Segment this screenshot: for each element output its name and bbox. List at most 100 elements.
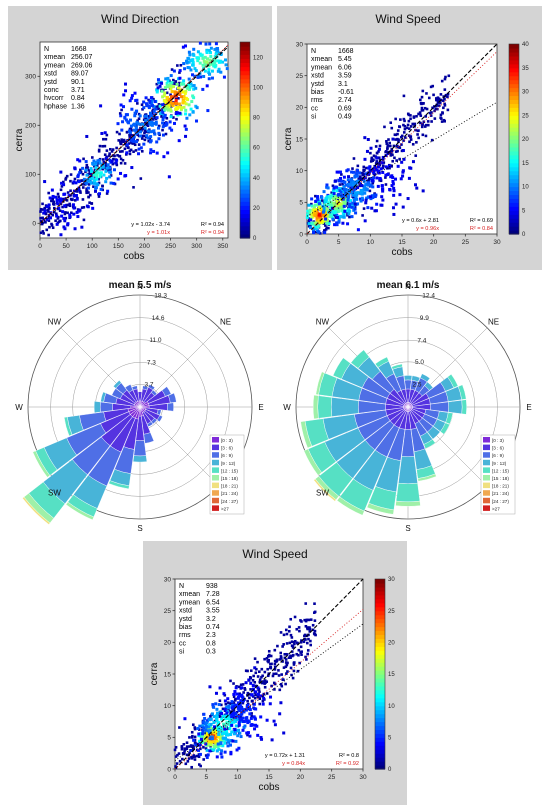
scatter-point bbox=[164, 77, 168, 81]
scatter-point bbox=[327, 222, 331, 226]
scatter-point bbox=[363, 191, 367, 195]
scatter-point bbox=[68, 204, 72, 208]
scatter-point bbox=[340, 173, 343, 176]
colorbar-tick-label: 20 bbox=[522, 137, 529, 143]
scatter-point bbox=[390, 126, 394, 130]
scatter-point bbox=[370, 194, 374, 198]
scatter-point bbox=[161, 133, 165, 137]
scatter-point bbox=[268, 666, 272, 669]
scatter-point bbox=[184, 44, 188, 48]
scatter-point bbox=[394, 150, 398, 153]
scatter-point bbox=[292, 663, 296, 666]
rose-direction-label: NW bbox=[316, 317, 330, 326]
scatter-point bbox=[222, 722, 226, 726]
scatter-point bbox=[205, 755, 209, 759]
colorbar-segment bbox=[375, 725, 385, 731]
scatter-point bbox=[112, 181, 116, 185]
wind-rose-title: mean 6.1 m/s bbox=[377, 280, 440, 291]
scatter-point bbox=[174, 755, 178, 758]
scatter-point bbox=[285, 672, 288, 675]
scatter-point bbox=[371, 168, 375, 172]
scatter-point bbox=[225, 67, 229, 71]
scatter-point bbox=[144, 96, 148, 100]
scatter-point bbox=[273, 723, 277, 727]
scatter-point bbox=[105, 176, 109, 180]
scatter-point bbox=[101, 184, 104, 188]
colorbar-segment bbox=[375, 626, 385, 632]
scatter-point bbox=[59, 199, 63, 203]
scatter-point bbox=[194, 743, 198, 747]
wind-rose-right-chart: mean 6.1 m/s2.55.07.49.912.4NNEESSWWNW[0… bbox=[283, 280, 531, 533]
scatter-point bbox=[335, 170, 339, 174]
rose-legend-label: [3 : 6) bbox=[221, 446, 233, 451]
scatter-point bbox=[363, 185, 367, 189]
scatter-point bbox=[441, 99, 445, 102]
scatter-point bbox=[440, 120, 444, 123]
scatter-point bbox=[420, 125, 424, 129]
scatter-point bbox=[201, 724, 205, 728]
scatter-point bbox=[315, 216, 319, 220]
scatter-point bbox=[219, 735, 223, 739]
scatter-point bbox=[343, 209, 347, 213]
scatter-point bbox=[155, 82, 159, 86]
scatter-point bbox=[166, 151, 170, 155]
x-tick-label: 350 bbox=[217, 243, 228, 250]
scatter-point bbox=[242, 710, 246, 714]
scatter-point bbox=[342, 215, 346, 219]
scatter-point bbox=[182, 62, 186, 66]
scatter-point bbox=[342, 213, 346, 217]
scatter-point bbox=[284, 658, 288, 661]
scatter-point bbox=[284, 661, 288, 664]
colorbar-segment bbox=[509, 59, 519, 65]
scatter-point bbox=[128, 138, 132, 142]
fit-r2: R² = 0.8 bbox=[339, 753, 359, 759]
scatter-point bbox=[162, 115, 166, 119]
colorbar-segment bbox=[509, 162, 519, 168]
scatter-point bbox=[107, 166, 111, 170]
scatter-point bbox=[84, 160, 88, 164]
rose-radial-label: 18.3 bbox=[154, 293, 167, 300]
rose-direction-label: SW bbox=[316, 489, 329, 498]
scatter-point bbox=[165, 96, 169, 100]
scatter-point bbox=[209, 741, 213, 745]
scatter-point bbox=[189, 68, 193, 72]
scatter-point bbox=[240, 686, 244, 690]
scatter-point bbox=[168, 100, 172, 104]
scatter-point bbox=[208, 58, 212, 62]
scatter-point bbox=[81, 172, 85, 176]
scatter-point bbox=[375, 160, 379, 163]
scatter-point bbox=[365, 166, 368, 170]
scatter-point bbox=[356, 202, 360, 206]
scatter-point bbox=[187, 57, 191, 61]
scatter-point bbox=[229, 712, 233, 716]
scatter-point bbox=[239, 699, 243, 703]
scatter-point bbox=[56, 217, 60, 220]
colorbar-segment bbox=[240, 144, 250, 149]
scatter-point bbox=[401, 149, 405, 153]
scatter-point bbox=[308, 630, 312, 633]
scatter-point bbox=[206, 57, 210, 61]
scatter-point bbox=[227, 740, 231, 744]
scatter-point bbox=[155, 90, 159, 94]
scatter-point bbox=[129, 133, 132, 137]
colorbar-segment bbox=[240, 123, 250, 129]
scatter-point bbox=[262, 692, 266, 696]
rose-bar-segment bbox=[168, 392, 177, 404]
scatter-point bbox=[97, 195, 101, 198]
scatter-point bbox=[427, 123, 430, 127]
colorbar-segment bbox=[240, 152, 250, 157]
scatter-point bbox=[227, 704, 231, 708]
scatter-point bbox=[204, 728, 208, 732]
scatter-point bbox=[217, 732, 221, 736]
scatter-point bbox=[235, 710, 239, 714]
scatter-point bbox=[124, 118, 128, 122]
colorbar-segment bbox=[375, 646, 385, 651]
scatter-point bbox=[154, 122, 158, 126]
scatter-point bbox=[182, 105, 186, 109]
colorbar-segment bbox=[375, 658, 385, 663]
scatter-point bbox=[289, 617, 293, 621]
scatter-point bbox=[293, 661, 296, 664]
scatter-point bbox=[305, 215, 309, 219]
scatter-point bbox=[252, 702, 256, 706]
scatter-point bbox=[118, 155, 122, 158]
